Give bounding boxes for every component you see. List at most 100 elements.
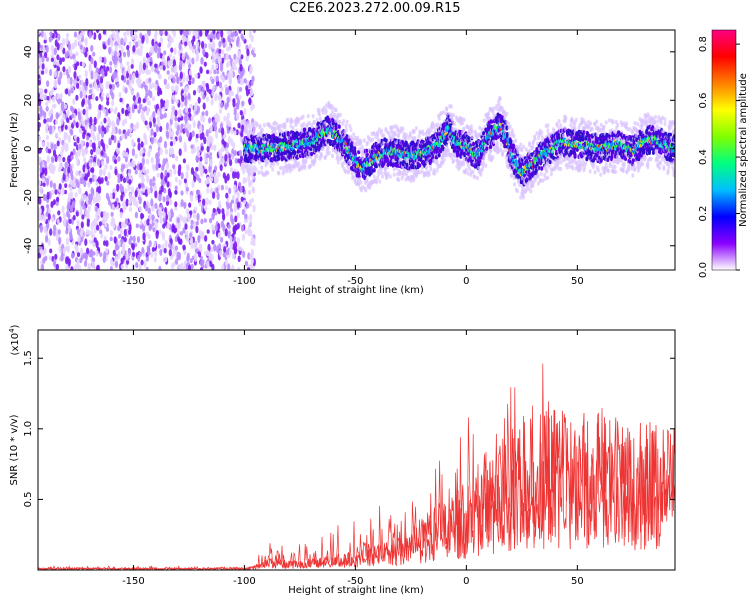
noise-point xyxy=(250,258,254,264)
noise-point xyxy=(170,36,174,44)
noise-point xyxy=(185,75,189,83)
noise-point xyxy=(187,92,191,100)
noise-point xyxy=(109,83,113,90)
noise-point xyxy=(127,106,131,112)
ridge-halo xyxy=(276,161,280,166)
noise-point xyxy=(176,124,180,132)
noise-point xyxy=(123,236,127,243)
noise-point xyxy=(132,95,136,102)
noise-point xyxy=(44,167,48,176)
noise-point xyxy=(93,156,97,164)
ridge-halo xyxy=(290,119,294,124)
noise-point xyxy=(82,108,86,116)
noise-point xyxy=(251,49,255,56)
noise-point xyxy=(174,189,178,195)
noise-point xyxy=(61,145,65,153)
noise-point xyxy=(245,85,249,92)
noise-point xyxy=(38,79,41,86)
noise-point xyxy=(151,96,156,102)
noise-point xyxy=(227,60,231,67)
noise-point xyxy=(152,111,156,119)
noise-point xyxy=(132,160,136,168)
noise-point xyxy=(39,105,43,113)
noise-point xyxy=(249,65,253,74)
noise-point xyxy=(86,135,90,141)
noise-point xyxy=(197,189,201,195)
noise-point xyxy=(179,60,183,66)
noise-point xyxy=(127,65,131,74)
noise-point xyxy=(180,199,184,207)
noise-point xyxy=(159,136,163,143)
noise-point xyxy=(193,241,197,250)
noise-point xyxy=(205,129,209,137)
noise-point xyxy=(49,31,53,37)
noise-point xyxy=(50,201,54,208)
noise-point xyxy=(235,57,239,64)
noise-point xyxy=(110,107,114,113)
noise-point xyxy=(62,156,66,163)
noise-point xyxy=(199,30,203,37)
noise-point xyxy=(51,96,56,103)
noise-point xyxy=(146,218,150,226)
noise-point xyxy=(78,114,82,121)
noise-point xyxy=(91,142,95,149)
noise-point xyxy=(238,30,242,34)
noise-point xyxy=(76,34,81,41)
noise-point xyxy=(189,103,193,109)
noise-point xyxy=(183,202,187,209)
noise-point xyxy=(110,134,115,141)
noise-point xyxy=(220,30,224,38)
ridge-halo xyxy=(260,165,264,170)
noise-point xyxy=(38,59,42,67)
noise-point xyxy=(40,30,45,38)
noise-point xyxy=(93,175,98,182)
noise-point xyxy=(232,171,236,179)
noise-point xyxy=(102,168,106,177)
noise-point xyxy=(73,79,77,85)
ridge-halo xyxy=(384,126,388,132)
noise-point xyxy=(75,94,79,101)
noise-point xyxy=(191,147,195,155)
noise-point xyxy=(143,259,147,268)
noise-point xyxy=(175,155,179,162)
noise-point xyxy=(222,212,226,221)
noise-point xyxy=(236,171,240,180)
noise-point xyxy=(100,83,104,89)
noise-point xyxy=(132,235,136,243)
ridge-halo xyxy=(371,137,375,142)
noise-point xyxy=(73,58,77,64)
noise-point xyxy=(239,109,243,116)
noise-point xyxy=(45,56,50,62)
noise-point xyxy=(160,172,164,180)
noise-point xyxy=(174,201,178,208)
noise-point xyxy=(144,84,148,93)
noise-point xyxy=(55,263,59,270)
noise-point xyxy=(250,80,254,86)
noise-point xyxy=(130,90,135,95)
noise-point xyxy=(217,232,221,240)
noise-point xyxy=(43,118,47,124)
noise-point xyxy=(137,81,141,87)
noise-point xyxy=(55,60,59,66)
noise-point xyxy=(233,150,237,156)
noise-point xyxy=(61,187,65,196)
noise-point xyxy=(141,35,145,44)
noise-point xyxy=(195,221,199,226)
noise-point xyxy=(206,187,210,194)
noise-point xyxy=(106,66,110,72)
noise-point xyxy=(217,208,221,215)
noise-point xyxy=(209,125,213,133)
noise-point xyxy=(140,141,144,148)
noise-point xyxy=(69,232,73,238)
noise-point xyxy=(224,75,228,81)
noise-point xyxy=(162,196,166,203)
noise-point xyxy=(192,44,197,50)
noise-point xyxy=(159,36,163,45)
noise-point xyxy=(148,148,152,153)
noise-point xyxy=(68,65,72,74)
noise-point xyxy=(151,39,155,47)
noise-point xyxy=(61,205,65,213)
noise-point xyxy=(168,249,172,257)
noise-point xyxy=(99,76,104,84)
noise-point xyxy=(190,224,194,230)
